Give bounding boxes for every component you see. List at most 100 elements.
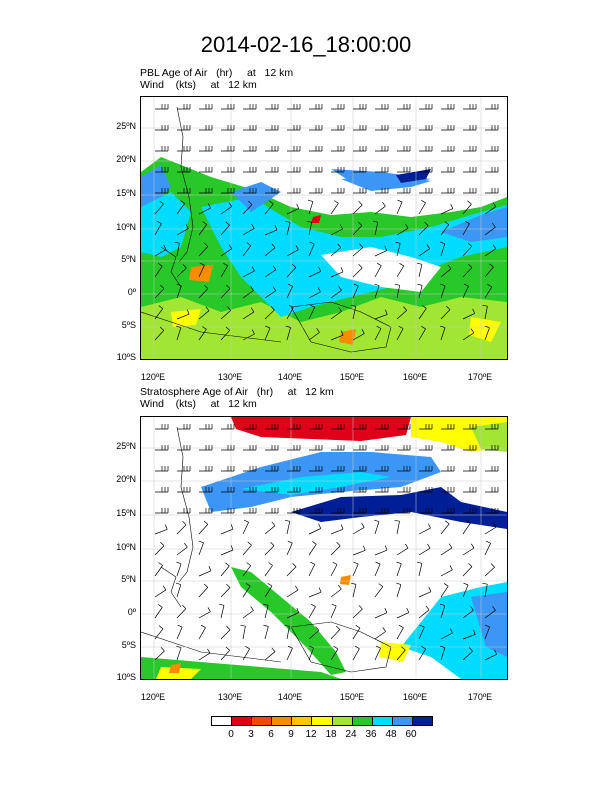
- lon-tick-label: 140ºE: [277, 372, 303, 382]
- lat-tick-label: 20ºN: [116, 154, 136, 164]
- wind-barb: [220, 306, 231, 320]
- colorbar-tick-label: 18: [325, 729, 337, 740]
- wind-barb: [155, 466, 169, 472]
- wind-barb: [484, 325, 490, 341]
- wind-barb: [284, 624, 290, 640]
- wind-barb: [374, 283, 380, 299]
- wind-barb: [462, 606, 474, 619]
- wind-barb: [177, 445, 191, 451]
- wind-barb: [199, 445, 213, 451]
- wind-barb: [439, 645, 446, 661]
- wind-barb: [463, 424, 477, 430]
- wind-barb: [176, 200, 185, 215]
- colorbar-tick-label: 6: [268, 729, 274, 740]
- panel2-field-label: Stratosphere Age of Air (hr) at 12 km: [140, 386, 334, 398]
- wind-barb: [353, 104, 367, 110]
- wind-barb: [199, 125, 213, 131]
- wind-barb: [307, 199, 314, 215]
- wind-barb: [309, 146, 323, 152]
- wind-barb: [331, 188, 345, 194]
- wind-barb: [395, 241, 401, 257]
- wind-barb: [265, 146, 279, 152]
- wind-barb: [397, 104, 411, 110]
- wind-barb: [155, 104, 169, 110]
- wind-barb: [198, 306, 210, 320]
- wind-barb: [374, 545, 388, 556]
- wind-barb: [154, 585, 167, 598]
- wind-barb: [176, 624, 183, 640]
- lon-tick-label: 130ºE: [217, 372, 243, 382]
- wind-barb: [418, 199, 426, 215]
- wind-barb: [397, 445, 411, 451]
- wind-barb: [176, 224, 189, 236]
- wind-barb: [441, 188, 455, 194]
- wind-barb: [463, 487, 477, 493]
- wind-barb: [220, 202, 232, 215]
- wind-barb: [330, 267, 344, 278]
- lon-tick-label: 150ºE: [339, 372, 365, 382]
- wind-barb: [375, 466, 389, 472]
- wind-barb: [198, 624, 206, 640]
- wind-barb: [286, 540, 293, 556]
- wind-barb: [155, 146, 169, 152]
- wind-barb: [462, 562, 473, 577]
- pbl-fill-lightgreen-region: [141, 297, 507, 359]
- strat-coastline-philippines: [141, 426, 282, 663]
- wind-barb: [264, 265, 277, 278]
- wind-barb: [397, 167, 411, 173]
- lat-tick-label: 0º: [127, 607, 136, 617]
- wind-barb: [199, 146, 213, 152]
- wind-barb: [396, 582, 402, 598]
- wind-barb: [287, 487, 301, 493]
- wind-barb: [199, 466, 213, 472]
- wind-barb: [308, 523, 322, 535]
- wind-barb: [287, 508, 301, 514]
- wind-barb: [419, 508, 433, 514]
- wind-barb: [154, 244, 167, 257]
- wind-barb: [199, 104, 213, 110]
- wind-barb: [330, 625, 341, 640]
- wind-barb: [394, 519, 400, 535]
- pbl-fill-cyan-left-region: [141, 192, 191, 257]
- wind-barb: [176, 561, 182, 577]
- strat-coastline-layer: [141, 426, 392, 673]
- wind-barb: [440, 203, 454, 215]
- wind-barb: [286, 283, 293, 299]
- wind-barb: [198, 648, 211, 661]
- wind-barb: [177, 466, 191, 472]
- wind-barb: [308, 266, 322, 278]
- wind-barb: [154, 604, 163, 619]
- wind-barb: [462, 647, 473, 661]
- colorbar-swatch: [212, 717, 233, 725]
- wind-barb: [462, 242, 472, 257]
- wind-barb: [375, 104, 389, 110]
- wind-barb: [419, 466, 433, 472]
- lon-tick-label: 130ºE: [217, 692, 243, 702]
- wind-barb: [417, 561, 423, 577]
- wind-barb: [374, 262, 382, 278]
- wind-barb: [441, 424, 455, 430]
- wind-barb: [484, 222, 496, 236]
- colorbar-tick-label: 24: [345, 729, 357, 740]
- wind-barb: [330, 200, 339, 215]
- wind-barb: [286, 562, 297, 577]
- wind-barb: [418, 586, 432, 598]
- wind-barb: [264, 541, 275, 556]
- wind-barb: [286, 585, 299, 598]
- wind-barb: [353, 466, 367, 472]
- lon-tick-label: 140ºE: [277, 692, 303, 702]
- wind-barb: [242, 562, 252, 577]
- wind-barb: [264, 583, 273, 598]
- wind-barb: [485, 445, 499, 451]
- wind-barb: [198, 203, 211, 215]
- pbl-age-map-canvas: [141, 97, 507, 359]
- strat-fill-darkblue-band: [291, 487, 507, 529]
- wind-barb: [198, 583, 209, 598]
- wind-barb: [441, 466, 455, 472]
- wind-barb: [330, 542, 341, 556]
- wind-barb: [176, 264, 187, 278]
- wind-barb: [287, 104, 301, 110]
- wind-barb: [287, 125, 301, 131]
- wind-barb: [309, 424, 323, 430]
- wind-barb: [308, 603, 316, 619]
